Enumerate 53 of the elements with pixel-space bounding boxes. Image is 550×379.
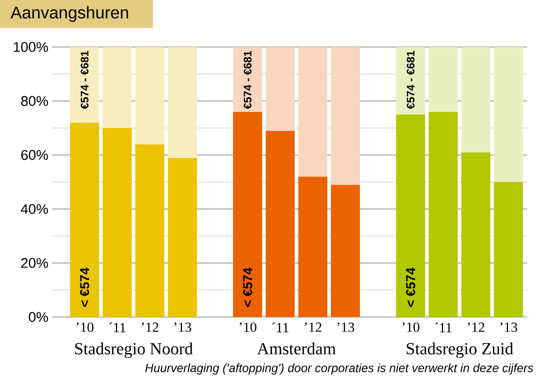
- y-tick-label: 40%: [20, 204, 48, 214]
- text: €574 - €681: [80, 50, 88, 109]
- y-tick-label: 100%: [14, 42, 48, 52]
- x-tick-label: ’13: [174, 322, 192, 332]
- bar: [428, 112, 458, 317]
- bar: [102, 46, 132, 128]
- text: < €574: [243, 268, 252, 307]
- bar: [494, 182, 523, 317]
- bar: [233, 46, 262, 112]
- bar: [396, 114, 426, 317]
- x-tick-label: ’13: [500, 322, 518, 332]
- bar: [330, 184, 360, 317]
- text: Stadsregio Noord: [75, 342, 193, 358]
- bar: [428, 46, 458, 112]
- x-tick-label: ´11: [435, 322, 452, 332]
- bar: [266, 130, 295, 317]
- bar: [461, 46, 490, 152]
- x-tick-label: ’12: [304, 322, 322, 332]
- bar: [461, 152, 490, 317]
- bar: [168, 158, 197, 317]
- y-tick-label: 20%: [21, 258, 48, 268]
- x-tick-label: ’13: [337, 322, 354, 332]
- series-label: €574 - €681: [244, 50, 252, 109]
- bar: [70, 46, 100, 123]
- x-tick-label: ’10: [240, 322, 256, 332]
- bar: [396, 46, 426, 114]
- x-tick-label: ´11: [272, 322, 288, 332]
- y-tick-label: 80%: [21, 96, 48, 106]
- bar: [298, 176, 328, 317]
- bar: [70, 122, 100, 317]
- series-label: < €574: [406, 268, 416, 307]
- text: < €574: [80, 268, 90, 307]
- x-tick-label: ’12: [142, 322, 158, 332]
- bar: [330, 46, 360, 185]
- x-tick-label: ´11: [109, 322, 126, 332]
- text: Stadsregio Zuid: [406, 342, 514, 358]
- x-tick-label: ’12: [468, 322, 484, 332]
- bar: [266, 46, 295, 131]
- bar: [494, 46, 523, 182]
- text: Huurverlaging ('aftopping') door corporaties is niet verwerkt in deze cijfers: [145, 363, 534, 375]
- x-tick-label: ’10: [402, 322, 420, 332]
- y-tick-label: 0%: [28, 312, 48, 322]
- bar: [298, 46, 328, 177]
- chart-title: Aanvangshuren: [10, 6, 128, 22]
- x-tick-label: ’10: [76, 322, 94, 332]
- bar: [233, 112, 262, 317]
- bar: [102, 128, 132, 317]
- text: Amsterdam: [257, 342, 336, 354]
- text: €574 - €681: [406, 50, 414, 109]
- y-tick-label: 60%: [21, 150, 48, 160]
- bar: [135, 144, 164, 317]
- bar: [135, 46, 164, 144]
- bar: [168, 46, 197, 158]
